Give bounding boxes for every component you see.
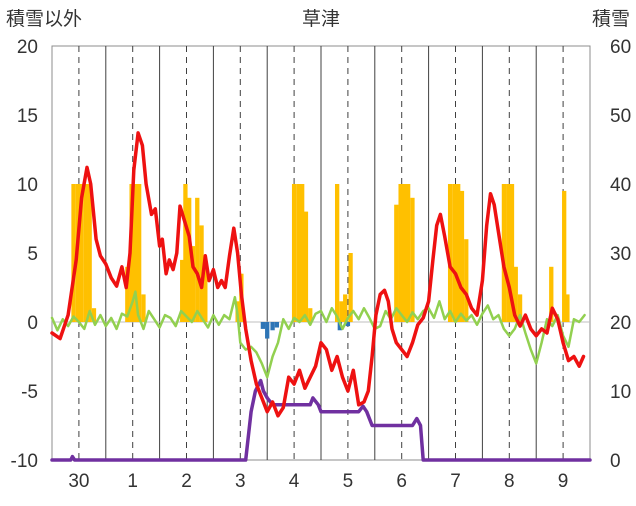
precip-snow-bar bbox=[509, 184, 515, 322]
x-tick-label: 9 bbox=[558, 471, 569, 492]
chart-title: 草津 bbox=[302, 8, 340, 30]
y-left-tick-label: -10 bbox=[11, 451, 38, 472]
y-right-tick-label: 60 bbox=[610, 37, 631, 58]
precip-snow-bar bbox=[78, 184, 84, 322]
x-tick-label: 4 bbox=[289, 471, 300, 492]
precip-snow-bar bbox=[125, 266, 130, 322]
precip-snow-bar bbox=[410, 197, 415, 322]
y-left-tick-label: -5 bbox=[21, 382, 38, 403]
precip-snow-bar bbox=[517, 294, 523, 322]
precip-snow-bar bbox=[562, 190, 567, 322]
precip-snow-bar bbox=[402, 184, 407, 322]
precip-snow-bar bbox=[452, 184, 457, 322]
precip-snow-bar bbox=[334, 184, 340, 322]
precip-rain-bar bbox=[265, 322, 270, 339]
precip-snow-bar bbox=[137, 184, 142, 322]
precip-snow-bar bbox=[394, 204, 399, 322]
precip-snow-bar bbox=[83, 184, 88, 322]
precip-snow-bar bbox=[291, 184, 297, 322]
precip-snow-bar bbox=[456, 184, 461, 322]
precip-snow-bar bbox=[91, 308, 97, 322]
x-tick-label: 6 bbox=[396, 471, 407, 492]
precip-snow-bar bbox=[195, 197, 200, 322]
precip-snow-bar bbox=[343, 294, 348, 322]
x-tick-label: 30 bbox=[68, 471, 89, 492]
y-right-tick-label: 50 bbox=[610, 106, 631, 127]
snow-depth-line bbox=[50, 378, 592, 462]
x-tick-label: 3 bbox=[235, 471, 246, 492]
x-tick-label: 1 bbox=[127, 471, 138, 492]
precip-rain-bar bbox=[260, 322, 266, 329]
y-left-tick-label: 10 bbox=[17, 175, 38, 196]
precip-snow-bar bbox=[565, 294, 570, 322]
grid-lines bbox=[52, 46, 590, 460]
x-tick-label: 2 bbox=[181, 471, 192, 492]
y-right-tick-label: 40 bbox=[610, 175, 631, 196]
precip-snow-bar bbox=[203, 266, 208, 322]
precip-snow-bar bbox=[339, 301, 344, 322]
x-tick-label: 8 bbox=[504, 471, 515, 492]
precip-snow-bar bbox=[506, 184, 511, 322]
precip-snow-bar bbox=[141, 294, 146, 322]
precip-snow-bar bbox=[187, 197, 192, 322]
precip-snow-bar bbox=[447, 184, 453, 322]
precip-rain-bar bbox=[274, 322, 280, 328]
y-right-tick-label: 0 bbox=[610, 451, 621, 472]
precip-snow-bar bbox=[348, 253, 353, 322]
precip-snow-bar bbox=[406, 184, 411, 322]
y-left-tick-label: 20 bbox=[17, 37, 38, 58]
y-left-tick-label: 15 bbox=[17, 106, 38, 127]
humidity-line bbox=[50, 290, 586, 379]
precip-snow-bar bbox=[300, 184, 305, 322]
precip-snow-bar bbox=[398, 184, 403, 322]
x-tick-label: 5 bbox=[343, 471, 354, 492]
y-right-axis-title: 積雪 bbox=[592, 8, 630, 30]
precip-snow-bar bbox=[71, 184, 76, 322]
precip-snow-bar bbox=[464, 239, 469, 322]
x-tick-label: 7 bbox=[450, 471, 461, 492]
precip-snow-bar bbox=[133, 184, 138, 322]
precip-snow-bar bbox=[183, 184, 188, 322]
series-lines bbox=[50, 131, 592, 462]
precip-snow-bar bbox=[459, 190, 465, 322]
y-right-tick-label: 10 bbox=[610, 382, 631, 403]
precip-snow-bar bbox=[87, 184, 92, 322]
precip-rain-bar bbox=[270, 322, 275, 331]
precip-snow-bar bbox=[303, 211, 309, 322]
y-right-tick-label: 20 bbox=[610, 313, 631, 334]
y-left-axis-title: 積雪以外 bbox=[6, 8, 82, 30]
precip-rain-bar bbox=[345, 322, 351, 327]
precip-snow-bar bbox=[296, 184, 301, 322]
precip-snow-bar bbox=[308, 308, 313, 322]
y-right-tick-label: 30 bbox=[610, 244, 631, 265]
precip-snow-bar bbox=[180, 259, 185, 322]
precip-snow-bar bbox=[513, 266, 518, 322]
precip-snow-bar bbox=[549, 266, 554, 322]
precip-snow-bar bbox=[190, 246, 196, 322]
y-left-tick-label: 5 bbox=[27, 244, 38, 265]
precip-rain-bar bbox=[337, 322, 342, 331]
temperature-line bbox=[50, 131, 586, 418]
y-left-tick-label: 0 bbox=[27, 313, 38, 334]
precip-snow-bar bbox=[501, 184, 507, 322]
